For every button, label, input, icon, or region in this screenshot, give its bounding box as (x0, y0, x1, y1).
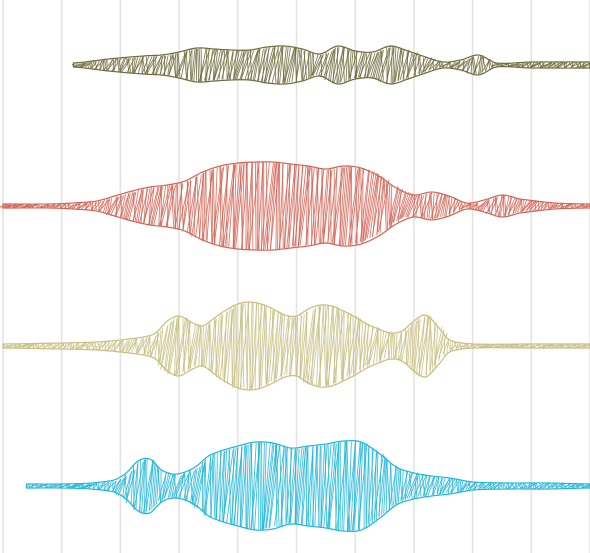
violin-series-1 (0, 161, 590, 251)
violin-outline-0 (72, 45, 590, 85)
violin-series-2 (2, 301, 590, 391)
violin-series-0 (71, 45, 590, 85)
plot-area (0, 45, 590, 532)
violin-hatch-2 (2, 302, 590, 390)
violin-outline-2 (2, 301, 590, 391)
violin-outline-3 (25, 440, 590, 532)
violin-outline-1 (2, 161, 590, 251)
violin-hatch-1 (0, 161, 590, 251)
violin-series-3 (25, 440, 590, 532)
violin-hatch-3 (25, 440, 590, 532)
violin-hatch-0 (71, 46, 590, 85)
